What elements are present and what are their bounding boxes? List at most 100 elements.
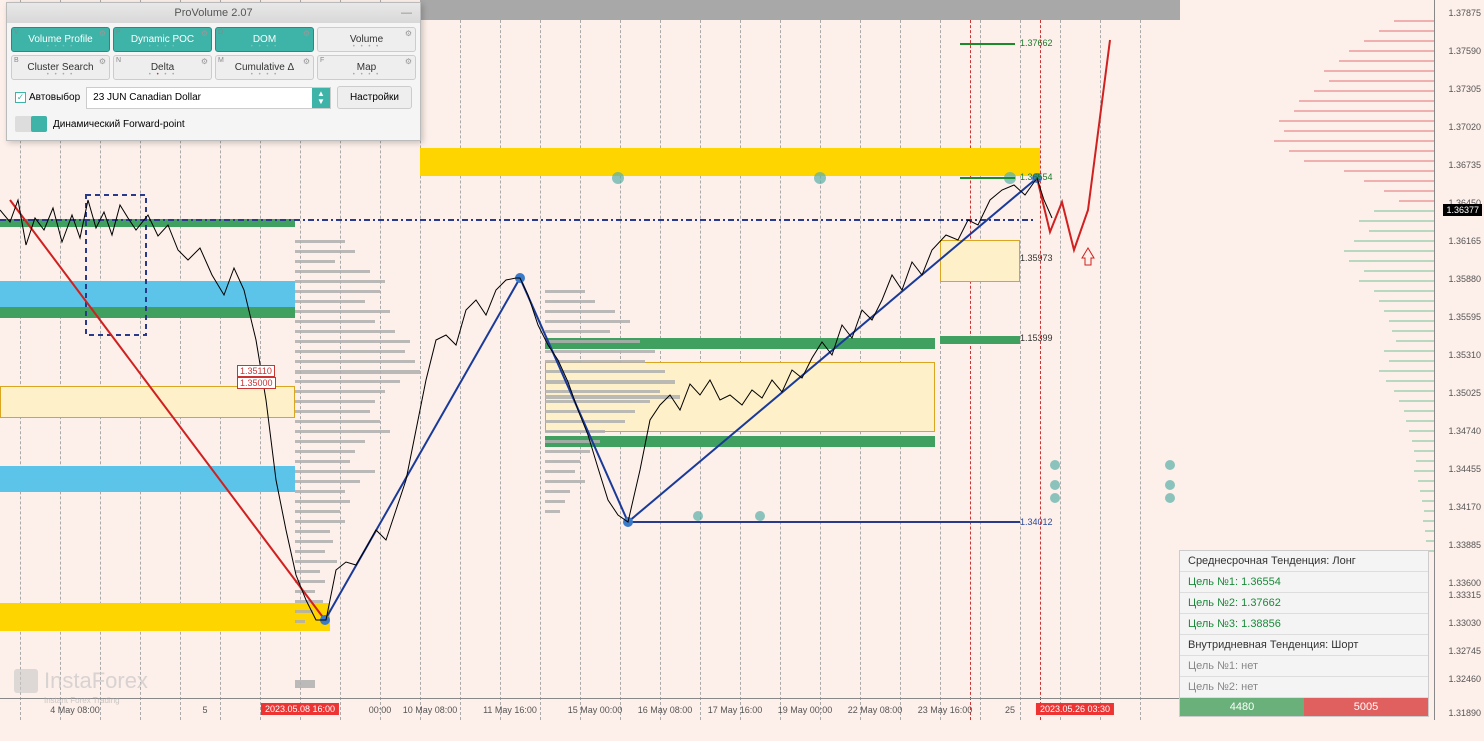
price-tick: 1.32460 — [1448, 674, 1481, 684]
trend-footer: 4480 5005 — [1180, 698, 1428, 716]
trend-intraday-2: Цель №2: нет — [1188, 681, 1258, 693]
price-tick: 1.33885 — [1448, 540, 1481, 550]
price-tick: 1.35880 — [1448, 274, 1481, 284]
forward-point-toggle[interactable] — [15, 116, 47, 132]
instrument-value: 23 JUN Canadian Dollar — [93, 92, 201, 103]
time-label: 19 May 00:00 — [778, 705, 833, 715]
price-axis: 1.37875 1.37590 1.37305 1.37020 1.36735 … — [1434, 0, 1484, 720]
gear-icon[interactable]: ⚙ — [201, 57, 208, 66]
label-35973: 1.35973 — [1020, 253, 1053, 263]
panel-title: ProVolume 2.07 — [174, 7, 252, 19]
trend-footer-right: 5005 — [1304, 698, 1428, 716]
provolume-panel[interactable]: ProVolume 2.07 — V ⚙ Volume Profile • • … — [6, 2, 421, 141]
time-label: 17 May 16:00 — [708, 705, 763, 715]
time-label-red: 2023.05.26 03:30 — [1036, 703, 1114, 715]
price-tick: 1.31890 — [1448, 708, 1481, 718]
price-current: 1.36377 — [1443, 204, 1482, 216]
logo-text: InstaForex — [44, 668, 148, 694]
gear-icon[interactable]: ⚙ — [99, 29, 106, 38]
select-arrows-icon[interactable]: ▲▼ — [312, 88, 330, 108]
value-label-35000: 1.35000 — [237, 377, 276, 389]
gear-icon[interactable]: ⚙ — [405, 29, 412, 38]
time-label: 00:00 — [369, 705, 392, 715]
time-label: 23 May 16:00 — [918, 705, 973, 715]
autoselect-checkbox[interactable]: ✓ Автовыбор — [15, 92, 80, 103]
value-label-35110: 1.35110 — [237, 365, 275, 377]
gear-icon[interactable]: ⚙ — [405, 57, 412, 66]
price-tick: 1.37875 — [1448, 8, 1481, 18]
delta-button[interactable]: N ⚙ Delta • • • • — [113, 55, 212, 80]
price-tick: 1.37590 — [1448, 46, 1481, 56]
logo-icon — [14, 669, 38, 693]
time-label: 25 — [1005, 705, 1015, 715]
price-tick: 1.32745 — [1448, 646, 1481, 656]
time-label: 4 May 08:00 — [50, 705, 100, 715]
logo-subtitle: Instant Forex Trading — [44, 696, 120, 705]
gear-icon[interactable]: ⚙ — [303, 29, 310, 38]
trend-intraday-1: Цель №1: нет — [1188, 660, 1258, 672]
cluster-search-button[interactable]: B ⚙ Cluster Search • • • • — [11, 55, 110, 80]
volume-profile-mid — [545, 290, 680, 513]
time-label-red: 2023.05.08 16:00 — [261, 703, 339, 715]
price-tick: 1.33030 — [1448, 618, 1481, 628]
price-line — [0, 178, 1052, 620]
price-tick: 1.36735 — [1448, 160, 1481, 170]
map-button[interactable]: F ⚙ Map • • • • — [317, 55, 416, 80]
trend-intraday-title: Внутридневная Тенденция: Шорт — [1180, 635, 1428, 656]
panel-row-4: Динамический Forward-point — [11, 112, 416, 136]
panel-row-2: B ⚙ Cluster Search • • • • N ⚙ Delta • •… — [11, 55, 416, 80]
trend-medium-title: Среднесрочная Тенденция: Лонг — [1180, 551, 1428, 572]
price-tick: 1.35310 — [1448, 350, 1481, 360]
price-tick: 1.33315 — [1448, 590, 1481, 600]
volume-profile-button[interactable]: V ⚙ Volume Profile • • • • — [11, 27, 110, 52]
volume-profile-left — [295, 240, 420, 688]
target-mid: 1.36554 — [1020, 172, 1053, 182]
label-35399: 1.15399 — [1020, 333, 1053, 343]
instrument-select[interactable]: 23 JUN Canadian Dollar ▲▼ — [86, 87, 331, 109]
time-label: 15 May 00:00 — [568, 705, 623, 715]
label-34012: 1.34012 — [1020, 517, 1053, 527]
price-tick: 1.34455 — [1448, 464, 1481, 474]
blue-trend-line — [325, 178, 1037, 620]
toggle-knob — [31, 116, 47, 132]
trend-info-box: Среднесрочная Тенденция: Лонг Цель №1: 1… — [1179, 550, 1429, 717]
price-tick: 1.33600 — [1448, 578, 1481, 588]
forward-point-label: Динамический Forward-point — [53, 119, 185, 130]
time-axis: 4 May 08:00 5 2023.05.08 16:00 00:00 10 … — [0, 698, 1180, 720]
time-label: 11 May 16:00 — [483, 705, 537, 715]
forecast-red-line — [1037, 40, 1110, 250]
dynamic-poc-button[interactable]: P ⚙ Dynamic POC • • • • — [113, 27, 212, 52]
volume-button[interactable]: ⚙ Volume • • • • — [317, 27, 416, 52]
price-tick: 1.34740 — [1448, 426, 1481, 436]
price-tick: 1.36165 — [1448, 236, 1481, 246]
red-trend-line — [10, 200, 325, 620]
price-tick: 1.37305 — [1448, 84, 1481, 94]
time-label: 22 May 08:00 — [848, 705, 903, 715]
price-tick: 1.35595 — [1448, 312, 1481, 322]
checkbox-icon[interactable]: ✓ — [15, 92, 26, 103]
price-tick: 1.35025 — [1448, 388, 1481, 398]
target-upper: 1.37662 — [1020, 38, 1053, 48]
gear-icon[interactable]: ⚙ — [201, 29, 208, 38]
price-tick: 1.34170 — [1448, 502, 1481, 512]
trend-target-1: Цель №1: 1.36554 — [1188, 576, 1281, 588]
gear-icon[interactable]: ⚙ — [303, 57, 310, 66]
trend-target-2: Цель №2: 1.37662 — [1188, 597, 1281, 609]
cumulative-delta-button[interactable]: M ⚙ Cumulative Δ • • • • — [215, 55, 314, 80]
up-arrow-marker — [1082, 248, 1094, 265]
logo: InstaForex — [14, 668, 148, 694]
minimize-icon[interactable]: — — [401, 7, 412, 19]
settings-button[interactable]: Настройки — [337, 86, 412, 109]
panel-row-3: ✓ Автовыбор 23 JUN Canadian Dollar ▲▼ На… — [11, 83, 416, 112]
panel-title-bar[interactable]: ProVolume 2.07 — — [7, 3, 420, 23]
time-label: 10 May 08:00 — [403, 705, 458, 715]
dom-button[interactable]: D ⚙ DOM • • • • — [215, 27, 314, 52]
price-tick: 1.37020 — [1448, 122, 1481, 132]
autoselect-label: Автовыбор — [29, 92, 80, 103]
gear-icon[interactable]: ⚙ — [99, 57, 106, 66]
trend-footer-left: 4480 — [1180, 698, 1304, 716]
panel-row-1: V ⚙ Volume Profile • • • • P ⚙ Dynamic P… — [11, 27, 416, 52]
time-label: 5 — [202, 705, 207, 715]
time-label: 16 May 08:00 — [638, 705, 693, 715]
trend-target-3: Цель №3: 1.38856 — [1188, 618, 1281, 630]
